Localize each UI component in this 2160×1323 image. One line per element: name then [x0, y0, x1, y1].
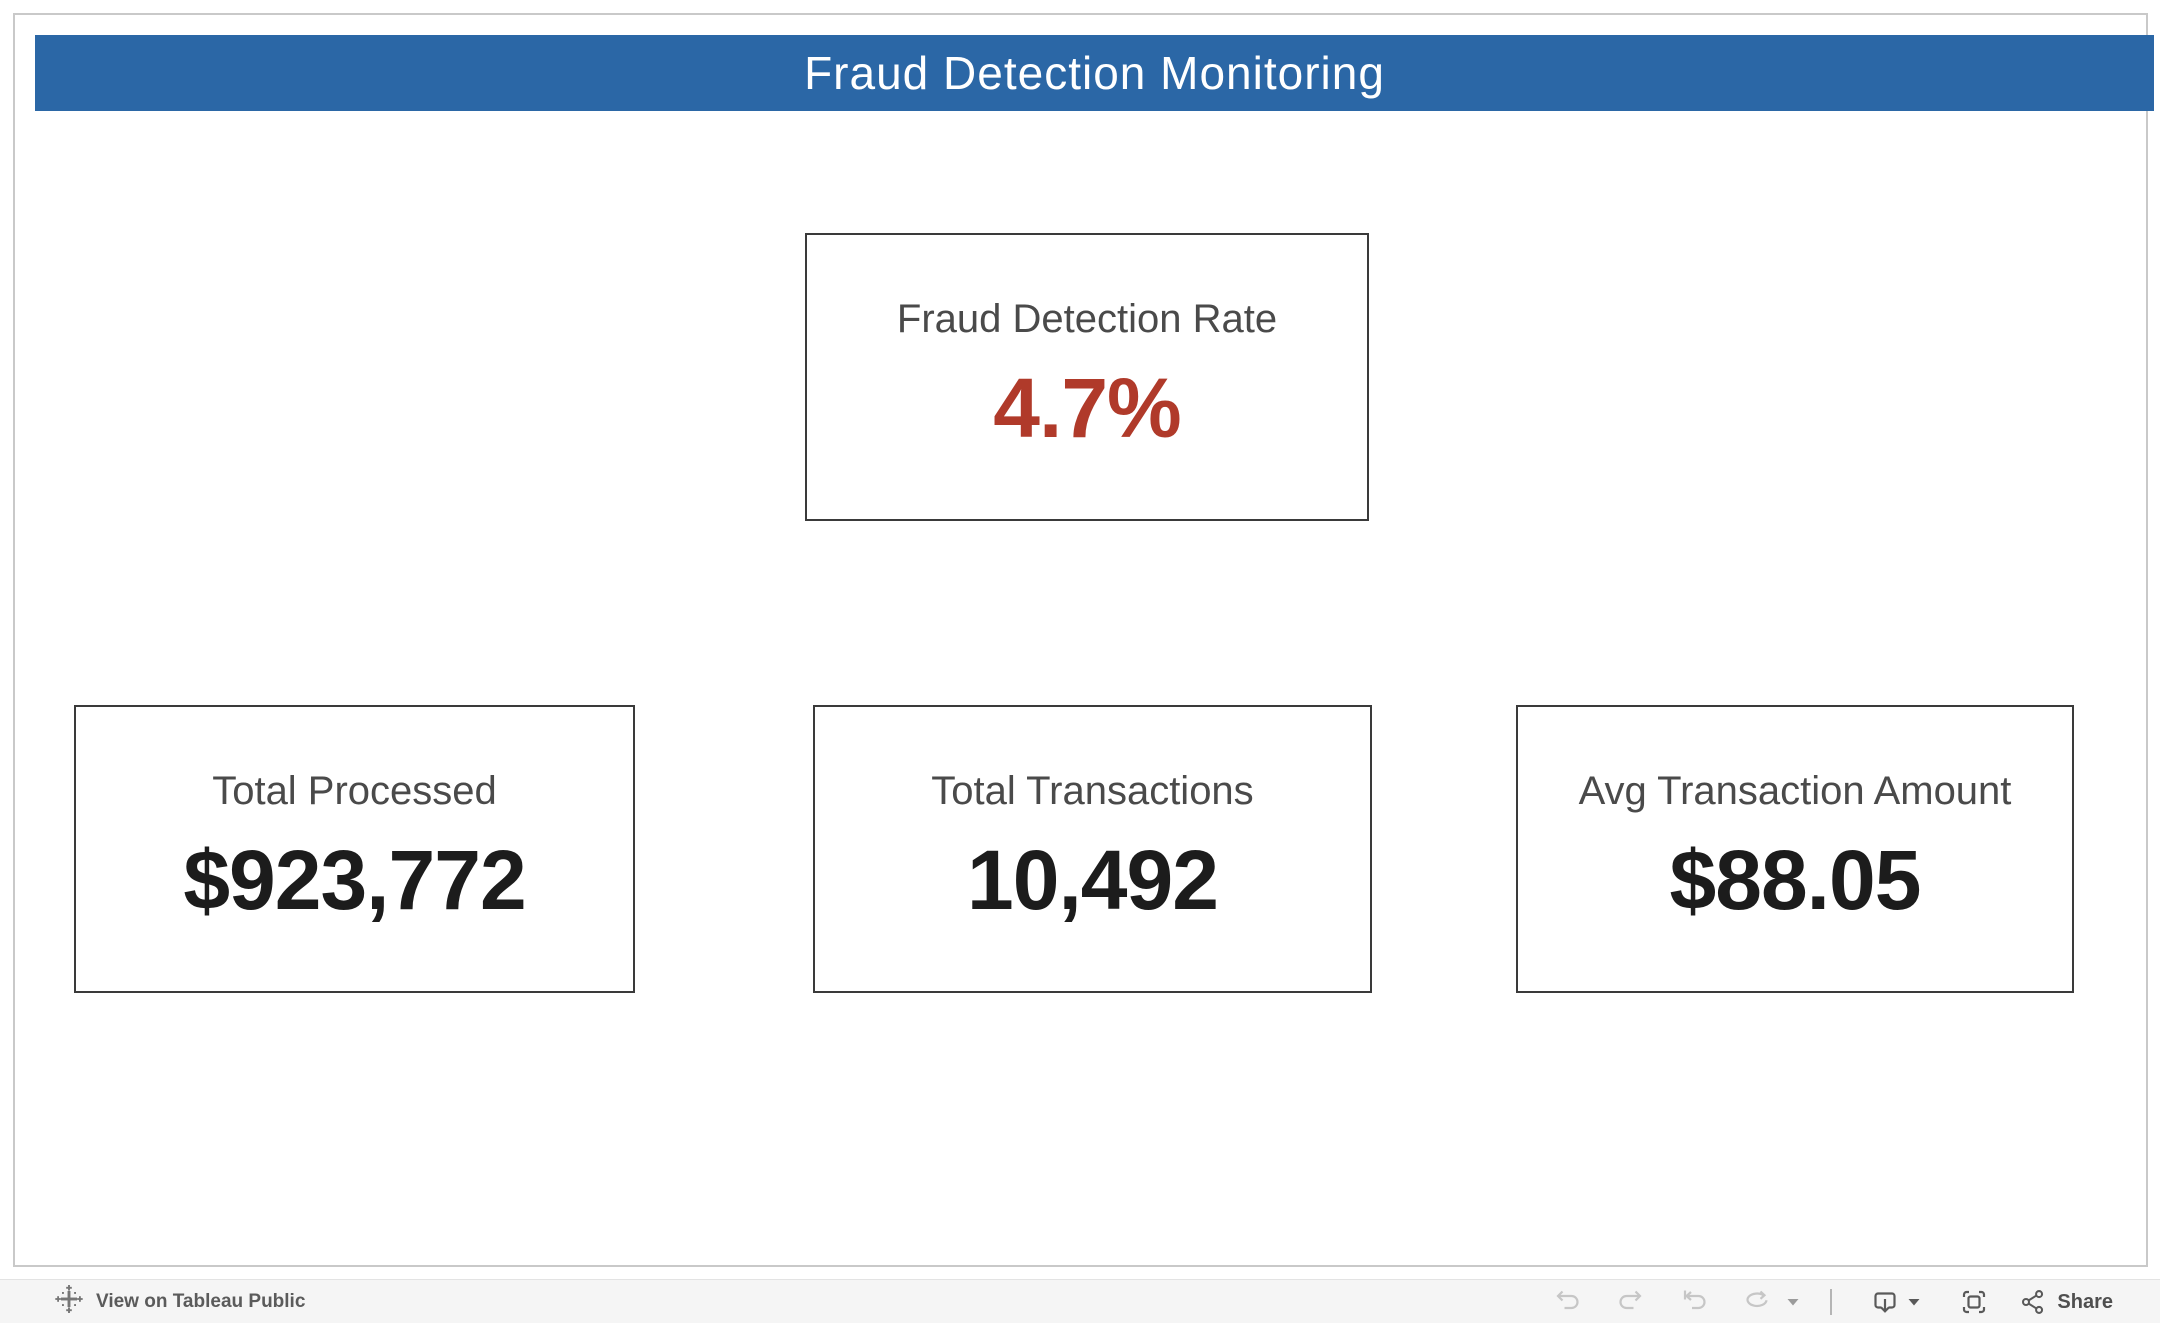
undo-button[interactable] — [1552, 1287, 1582, 1317]
refresh-icon — [1746, 1290, 1768, 1307]
share-icon — [2022, 1289, 2044, 1314]
viz-frame: Fraud Detection Monitoring Fraud Detecti… — [13, 13, 2154, 1267]
share-button[interactable]: Share — [2019, 1288, 2113, 1316]
refresh-button[interactable] — [1742, 1287, 1772, 1317]
tableau-logo-icon — [54, 1284, 84, 1319]
toolbar-divider — [1830, 1288, 1833, 1315]
kpi-value: $923,772 — [183, 833, 526, 927]
device-download-icon — [1874, 1291, 1897, 1313]
redo-button[interactable] — [1616, 1287, 1646, 1317]
kpi-card-fraud-detection-rate[interactable]: Fraud Detection Rate 4.7% — [805, 233, 1369, 521]
device-layout-menu-button[interactable] — [1907, 1297, 1921, 1307]
undo-icon — [1556, 1290, 1579, 1309]
chevron-down-icon — [1787, 1298, 1799, 1305]
tableau-toolbar: View on Tableau Public — [0, 1279, 2160, 1323]
kpi-card-total-transactions[interactable]: Total Transactions 10,492 — [813, 705, 1372, 993]
chevron-down-icon — [1908, 1298, 1920, 1305]
kpi-value: 4.7% — [993, 361, 1181, 455]
kpi-label: Total Processed — [212, 769, 497, 813]
dashboard-title: Fraud Detection Monitoring — [804, 47, 1385, 99]
toolbar-actions: Share — [1552, 1287, 2113, 1317]
reset-button[interactable] — [1680, 1287, 1710, 1317]
kpi-label: Fraud Detection Rate — [896, 297, 1278, 341]
view-on-tableau-public-label: View on Tableau Public — [96, 1290, 306, 1312]
redo-icon — [1619, 1290, 1642, 1309]
refresh-menu-button[interactable] — [1786, 1297, 1800, 1307]
dashboard-title-banner: Fraud Detection Monitoring — [35, 35, 2154, 111]
kpi-label: Total Transactions — [931, 769, 1254, 813]
device-layout-button[interactable] — [1870, 1287, 1900, 1317]
fullscreen-button[interactable] — [1959, 1287, 1989, 1317]
kpi-value: $88.05 — [1669, 833, 1922, 927]
kpi-card-avg-transaction-amount[interactable]: Avg Transaction Amount $88.05 — [1516, 705, 2074, 993]
kpi-card-total-processed[interactable]: Total Processed $923,772 — [74, 705, 635, 993]
kpi-value: 10,492 — [967, 833, 1219, 927]
fullscreen-icon — [1963, 1290, 1986, 1313]
kpi-label: Avg Transaction Amount — [1578, 769, 2012, 813]
view-on-tableau-public-link[interactable]: View on Tableau Public — [54, 1284, 305, 1319]
reset-icon — [1684, 1290, 1706, 1309]
